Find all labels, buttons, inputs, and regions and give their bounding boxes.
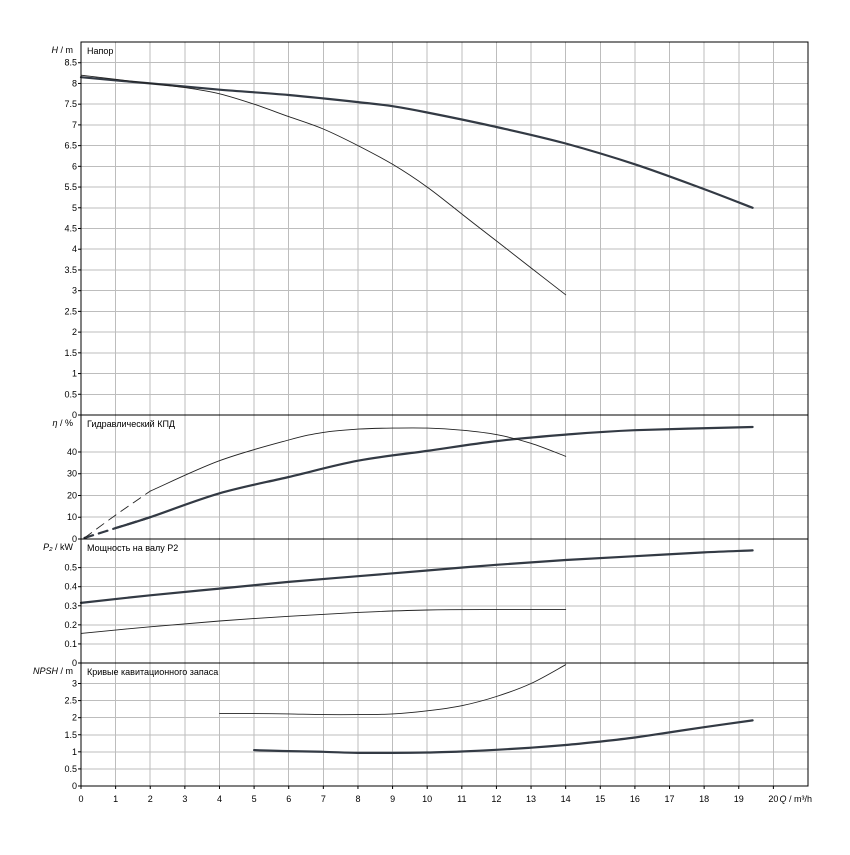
x-tick-label: 1 [113,794,118,804]
y-tick-label: 7.5 [64,99,77,109]
y-tick-label: 20 [67,490,77,500]
x-tick-label: 6 [286,794,291,804]
panel-title: Мощность на валу P2 [87,543,178,553]
panel-frame-efficiency [80,414,809,540]
curve-efficiency-thick [114,425,754,530]
curve-npsh-thick [253,719,754,755]
y-tick-label: 0.5 [64,764,77,774]
x-tick-label: 15 [595,794,605,804]
y-tick-label: 5.5 [64,182,77,192]
curve-npsh-thin [219,664,567,716]
y-tick-label: 4 [72,244,77,254]
y-axis-unit: / m [58,45,73,55]
y-tick-label: 8 [72,78,77,88]
curve-efficiency-thin [149,427,567,492]
y-axis-label: NPSH / m [33,666,73,676]
y-tick-label: 0 [72,410,77,420]
y-tick-label: 0 [72,781,77,791]
y-tick-label: 3 [72,286,77,296]
curve-efficiency-dashed_thick [83,516,152,539]
axis-labels: 0 0.5 1 1.5 2 2.5 3 3.5 4 4.5 5 5.5 6 6.5 7 7.5 8 8.5 Напо… [33,41,812,804]
x-axis-unit: / m³/h [786,794,812,804]
y-tick-label: 0.5 [64,563,77,573]
y-tick-label: 4.5 [64,224,77,234]
y-tick-label: 10 [67,512,77,522]
x-tick-label: 14 [561,794,571,804]
y-axis-unit: / kW [53,542,74,552]
y-tick-label: 8.5 [64,58,77,68]
y-tick-label: 0.1 [64,639,77,649]
x-tick-label: 7 [321,794,326,804]
x-tick-label: 18 [699,794,709,804]
y-tick-label: 0.2 [64,620,77,630]
curve-head-thick [79,76,754,209]
y-tick-label: 0.3 [64,601,77,611]
x-axis-label: Q / m³/h [779,794,812,804]
y-axis-label: P₂ / kW [43,542,73,552]
y-axis-unit: / m [58,666,73,676]
y-tick-label: 2.5 [64,306,77,316]
y-tick-label: 0 [72,658,77,668]
panel-title: Напор [87,46,113,56]
x-tick-label: 2 [148,794,153,804]
curve-efficiency-dashed_thin [84,490,151,539]
curve-power-thin [80,609,567,634]
x-tick-label: 3 [182,794,187,804]
x-tick-label: 19 [734,794,744,804]
x-tick-label: 5 [252,794,257,804]
y-tick-label: 3.5 [64,265,77,275]
y-tick-label: 3 [72,679,77,689]
panel-title: Гидравлический КПД [87,419,175,429]
curve-power-thick [79,549,754,604]
x-tick-label: 17 [665,794,675,804]
x-tick-label: 9 [390,794,395,804]
x-tick-label: 11 [457,794,466,804]
grid-lines [81,42,808,786]
y-tick-label: 1 [72,747,77,757]
y-axis-label: H / m [52,45,74,55]
y-tick-label: 0 [72,534,77,544]
y-tick-label: 7 [72,120,77,130]
y-tick-label: 2 [72,713,77,723]
x-tick-label: 12 [491,794,501,804]
x-tick-label: 20 [768,794,778,804]
x-axis-symbol: Q [779,794,786,804]
curves [79,74,754,755]
y-tick-label: 1.5 [64,348,77,358]
y-tick-label: 1.5 [64,730,77,740]
y-axis-label: η / % [52,418,73,428]
panel-frame-npsh [80,662,809,787]
x-tick-label: 0 [78,794,83,804]
y-axis-symbol: H [52,45,59,55]
y-axis-symbol: NPSH [33,666,59,676]
y-axis-symbol: η [52,418,57,428]
x-tick-label: 13 [526,794,536,804]
x-tick-label: 4 [217,794,222,804]
y-tick-label: 40 [67,447,77,457]
x-tick-label: 10 [422,794,432,804]
x-tick-label: 16 [630,794,640,804]
y-tick-label: 2 [72,327,77,337]
y-tick-label: 2.5 [64,696,77,706]
y-tick-label: 6 [72,161,77,171]
panel-title: Кривые кавитационного запаса [87,667,218,677]
curve-head-thin [80,74,567,296]
y-axis-symbol: P₂ [43,542,53,552]
y-tick-label: 30 [67,469,77,479]
x-tick-label: 8 [355,794,360,804]
y-tick-label: 0.4 [64,582,77,592]
y-axis-unit: / % [57,418,73,428]
y-tick-label: 6.5 [64,141,77,151]
y-tick-label: 5 [72,203,77,213]
y-tick-label: 0.5 [64,389,77,399]
y-tick-label: 1 [72,369,77,379]
